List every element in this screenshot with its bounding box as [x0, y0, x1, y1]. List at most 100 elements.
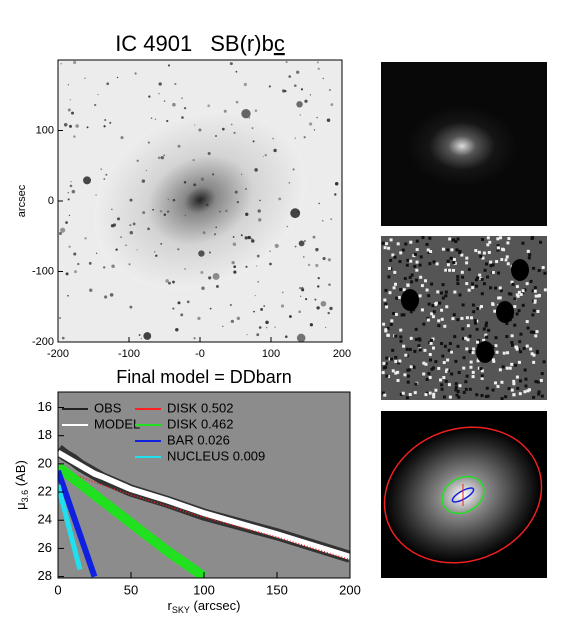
star [264, 154, 267, 157]
noise-px [510, 280, 514, 284]
star [298, 286, 302, 290]
star [201, 286, 205, 290]
star [254, 109, 258, 113]
star [68, 214, 71, 216]
star [147, 141, 150, 144]
star [272, 137, 275, 140]
noise-px [515, 312, 519, 316]
star [115, 248, 118, 251]
star [318, 202, 321, 205]
noise-px [537, 392, 541, 396]
star [197, 316, 201, 321]
noise-px [486, 394, 490, 398]
noise-px [393, 270, 397, 274]
star [132, 222, 136, 226]
star [305, 298, 308, 301]
noise-px [415, 248, 419, 252]
mask [496, 301, 514, 323]
noise-px [510, 343, 514, 347]
star [253, 310, 255, 313]
star [257, 281, 259, 283]
star [103, 178, 106, 180]
title-part: SB(r)b [210, 31, 274, 56]
noise-px [494, 381, 498, 385]
star [286, 225, 289, 228]
noise-px [389, 322, 393, 326]
noise-px [424, 362, 428, 366]
noise-px [402, 313, 406, 317]
noise-px [447, 383, 451, 387]
star [136, 249, 138, 251]
noise-px [505, 366, 509, 370]
star [256, 254, 260, 258]
noise-px [455, 393, 459, 397]
star [265, 326, 268, 329]
noise-px [450, 248, 454, 252]
star [103, 125, 106, 128]
noise-px [451, 268, 455, 272]
noise-px [496, 246, 500, 250]
noise-px [529, 330, 533, 334]
noise-px [432, 392, 436, 396]
noise-px [516, 294, 520, 298]
noise-px [428, 262, 432, 266]
noise-px [505, 255, 509, 259]
star [263, 305, 266, 307]
star [63, 123, 68, 127]
star [248, 117, 250, 119]
star [145, 169, 147, 172]
star [245, 187, 248, 191]
noise-px [405, 347, 409, 351]
noise-px [540, 394, 544, 398]
star [120, 136, 124, 140]
star [67, 198, 70, 201]
noise-px [510, 388, 514, 392]
star [315, 247, 319, 252]
star [97, 93, 99, 96]
noise-px [537, 268, 541, 272]
noise-px [471, 351, 475, 355]
star [314, 298, 317, 301]
noise-px [434, 360, 438, 364]
noise-px [532, 395, 536, 399]
residual-glow [407, 106, 517, 186]
noise-px [480, 369, 484, 373]
star [309, 122, 313, 126]
star [298, 240, 305, 247]
star [69, 99, 72, 101]
star [245, 212, 249, 216]
star [140, 337, 143, 340]
star [89, 288, 93, 292]
noise-px [384, 328, 388, 332]
noise-px [440, 317, 444, 321]
noise-px [465, 374, 469, 378]
noise-px [482, 327, 486, 331]
star [312, 235, 316, 239]
noise-px [451, 238, 455, 242]
noise-px [512, 393, 516, 397]
noise-px [417, 344, 421, 348]
noise-px [505, 322, 509, 326]
noise-px [420, 284, 424, 288]
noise-px [510, 334, 514, 338]
noise-px [439, 291, 443, 295]
noise-px [409, 336, 413, 340]
noise-px [412, 365, 416, 369]
star [106, 82, 110, 86]
star [116, 217, 121, 221]
noise-px [485, 321, 489, 325]
star [296, 101, 303, 108]
noise-px [479, 254, 483, 258]
noise-px [448, 268, 452, 272]
noise-px [456, 389, 460, 393]
noise-px [384, 288, 388, 292]
noise-px [430, 312, 434, 316]
noise-px [427, 294, 431, 298]
noise-px [444, 369, 448, 373]
noise-px [499, 289, 503, 293]
noise-px [471, 282, 475, 286]
noise-px [408, 393, 412, 397]
noise-px [394, 359, 398, 363]
noise-px [477, 250, 481, 254]
noise-px [531, 236, 535, 240]
